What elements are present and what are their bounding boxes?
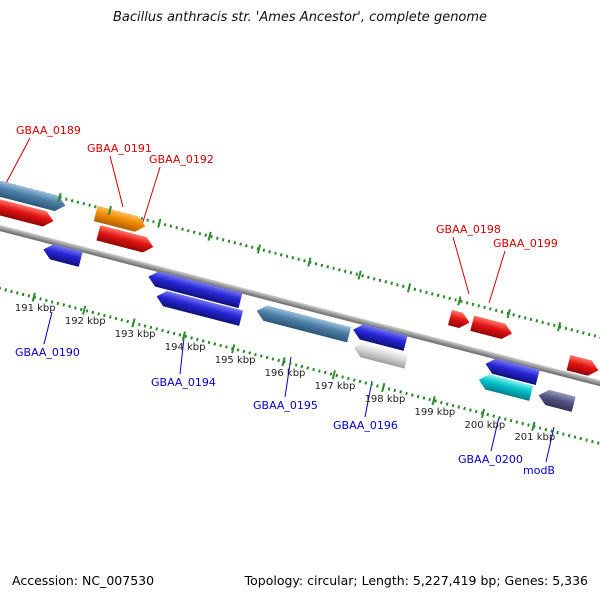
kbp-label-198: 198 kbp [364,393,406,405]
kbp-label-197: 197 kbp [314,380,356,392]
kbp-label-200: 200 kbp [464,419,506,431]
kbp-label-196: 196 kbp [264,367,306,379]
gene-label-gbaa_0199[interactable]: GBAA_0199 [493,237,558,250]
gene-arrow-modb[interactable] [537,387,576,412]
kbp-label-194: 194 kbp [164,342,206,354]
leader-line-gbaa_0191 [109,155,124,208]
gene-label-gbaa_0198[interactable]: GBAA_0198 [436,223,501,236]
leader-line-gbaa_0190 [43,311,53,345]
gene-label-modb[interactable]: modB [523,464,555,477]
gene-label-gbaa_0194[interactable]: GBAA_0194 [151,376,216,389]
gene-label-gbaa_0189[interactable]: GBAA_0189 [16,124,81,137]
status-bar: Accession: NC_007530 Topology: circular;… [0,563,600,600]
gene-label-gbaa_0190[interactable]: GBAA_0190 [15,346,80,359]
accession-text: Accession: NC_007530 [12,573,155,588]
gene-arrow-gbaa_0199[interactable] [470,315,514,341]
gene-label-gbaa_0196[interactable]: GBAA_0196 [333,419,398,432]
gene-label-gbaa_0192[interactable]: GBAA_0192 [149,153,214,166]
kbp-label-199: 199 kbp [414,406,456,418]
kbp-label-201: 201 kbp [514,432,556,444]
gene-label-gbaa_0191[interactable]: GBAA_0191 [87,142,152,155]
kbp-label-191: 191 kbp [14,303,56,315]
leader-line-gbaa_0199 [488,250,506,304]
kbp-label-192: 192 kbp [64,316,106,328]
leader-line-gbaa_0189 [3,137,31,188]
page-title: Bacillus anthracis str. 'Ames Ancestor',… [112,10,488,25]
leader-line-gbaa_0198 [452,236,470,295]
topology-text: Topology: circular; Length: 5,227,419 bp… [244,573,588,588]
gene-arrow-gbaa_0198[interactable] [448,310,472,331]
gene-label-gbaa_0195[interactable]: GBAA_0195 [253,399,318,412]
kbp-label-193: 193 kbp [114,329,156,341]
kbp-label-195: 195 kbp [214,354,256,366]
gene-label-gbaa_0200[interactable]: GBAA_0200 [458,453,523,466]
leader-line-gbaa_0192 [141,166,161,226]
